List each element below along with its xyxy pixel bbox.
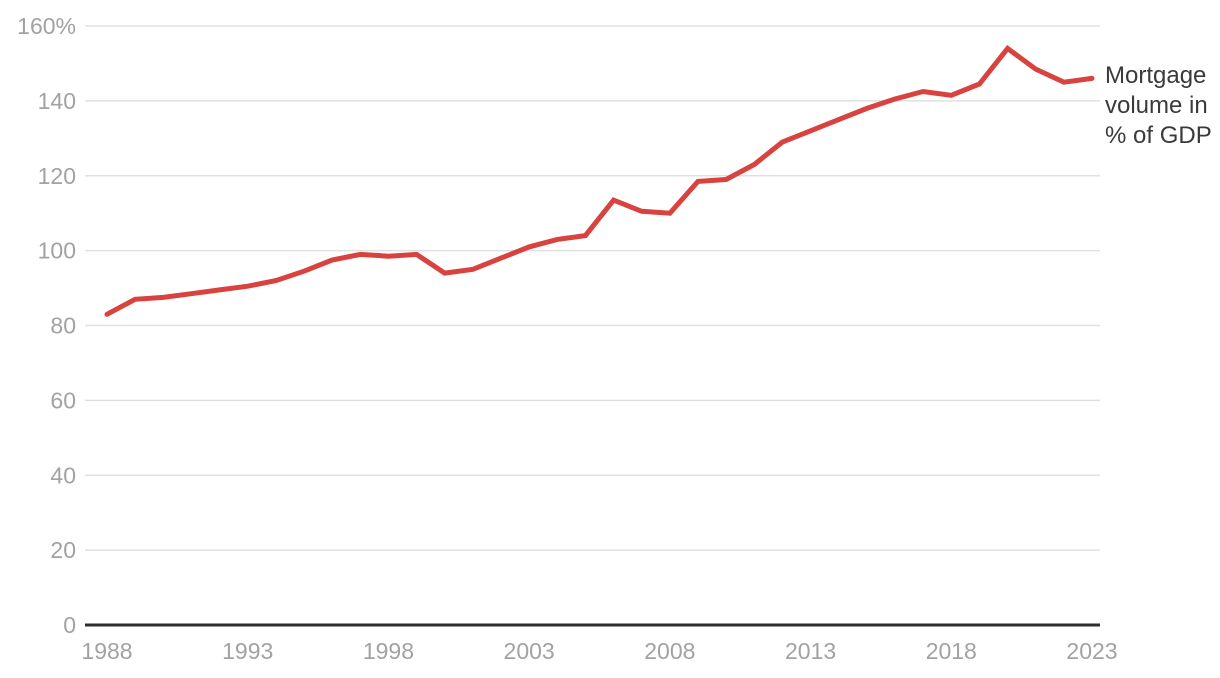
x-axis-tick-label: 2008 — [644, 638, 695, 664]
y-axis-tick-label: 160% — [17, 13, 76, 39]
y-axis-tick-label: 140 — [38, 88, 76, 114]
y-axis-tick-label: 0 — [63, 612, 76, 638]
x-axis-tick-label: 2023 — [1066, 638, 1117, 664]
x-axis-tick-label: 2003 — [504, 638, 555, 664]
y-axis-tick-label: 20 — [50, 537, 76, 563]
series-label-line: volume in — [1105, 92, 1208, 119]
x-axis-tick-label: 1998 — [363, 638, 414, 664]
y-axis-tick-label: 80 — [50, 313, 76, 339]
y-axis-tick-label: 60 — [50, 387, 76, 413]
series-label-line: Mortgage — [1105, 62, 1206, 89]
mortgage-volume-line — [104, 45, 1095, 317]
series-label: Mortgage volume in % of GDP — [1105, 62, 1212, 149]
x-axis-tick-label: 2013 — [785, 638, 836, 664]
y-axis-tick-label: 120 — [38, 163, 76, 189]
y-axis-tick-label: 40 — [50, 462, 76, 488]
x-axis-tick-label: 2018 — [926, 638, 977, 664]
x-axis-tick-label: 1993 — [222, 638, 273, 664]
y-axis-tick-label: 100 — [38, 238, 76, 264]
x-axis-tick-label: 1988 — [81, 638, 132, 664]
series-label-line: % of GDP — [1105, 122, 1212, 149]
